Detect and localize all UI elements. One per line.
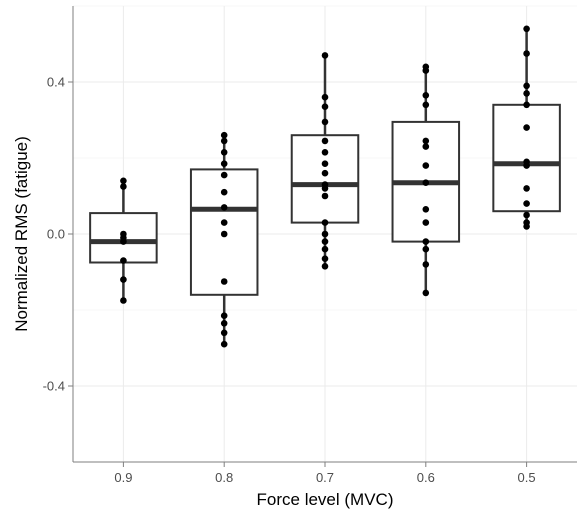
- x-axis-title: Force level (MVC): [257, 490, 394, 509]
- y-axis-title: Normalized RMS (fatigue): [12, 136, 31, 332]
- data-point: [220, 329, 228, 337]
- data-point: [321, 192, 329, 200]
- x-ticks: 0.9 0.8 0.7 0.6 0.5: [114, 462, 536, 485]
- data-point: [523, 25, 530, 33]
- data-point: [220, 312, 228, 320]
- y-tick-label: 0.0: [47, 227, 65, 242]
- box-iqr: [492, 103, 561, 213]
- data-point: [120, 297, 127, 304]
- data-point: [220, 188, 228, 196]
- data-point: [220, 131, 228, 139]
- data-point: [523, 50, 530, 57]
- data-point: [220, 171, 228, 179]
- data-point: [523, 162, 530, 169]
- data-point: [422, 67, 430, 74]
- data-point: [422, 289, 430, 297]
- y-tick-label: -0.4: [43, 379, 65, 394]
- data-point: [220, 160, 228, 167]
- data-point: [321, 185, 329, 192]
- data-point: [321, 103, 329, 110]
- data-point: [220, 137, 228, 145]
- box-iqr: [290, 134, 360, 224]
- data-point: [321, 263, 329, 270]
- data-point: [321, 137, 329, 145]
- data-point: [321, 169, 329, 177]
- x-tick-label: 0.9: [114, 470, 132, 485]
- data-point: [422, 137, 430, 145]
- data-point: [422, 261, 430, 268]
- data-point: [120, 257, 127, 264]
- data-point: [422, 219, 430, 226]
- data-point: [422, 206, 430, 213]
- data-point: [321, 245, 329, 253]
- data-point: [523, 200, 530, 207]
- x-tick-label: 0.8: [215, 470, 233, 485]
- data-point: [220, 204, 228, 211]
- data-point: [321, 219, 329, 226]
- y-tick-label: 0.4: [47, 75, 65, 90]
- y-ticks: -0.4 0.0 0.4: [43, 75, 73, 394]
- data-point: [220, 149, 228, 156]
- data-point: [321, 52, 329, 59]
- data-point: [120, 177, 127, 185]
- data-point: [321, 160, 329, 167]
- data-point: [120, 276, 127, 283]
- data-point: [220, 219, 228, 226]
- data-point: [321, 230, 329, 238]
- x-tick-label: 0.6: [417, 470, 435, 485]
- box-5: [492, 28, 561, 225]
- data-point: [220, 278, 228, 285]
- data-point: [321, 118, 329, 126]
- data-points: [120, 25, 530, 348]
- data-point: [523, 185, 530, 192]
- data-point: [422, 92, 430, 99]
- x-tick-label: 0.5: [518, 470, 536, 485]
- data-point: [422, 162, 430, 169]
- data-point: [523, 223, 530, 230]
- data-point: [523, 124, 530, 131]
- data-point: [523, 211, 530, 219]
- data-point: [523, 82, 530, 90]
- data-point: [523, 90, 530, 97]
- data-point: [120, 238, 127, 245]
- data-point: [321, 149, 329, 156]
- data-point: [422, 179, 430, 186]
- data-point: [220, 340, 228, 348]
- x-tick-label: 0.7: [316, 470, 334, 485]
- data-point: [120, 183, 127, 190]
- data-point: [422, 101, 430, 109]
- data-point: [321, 93, 329, 101]
- data-point: [321, 255, 329, 262]
- data-point: [321, 238, 329, 245]
- data-point: [422, 245, 430, 253]
- data-point: [523, 101, 530, 109]
- data-point: [220, 230, 228, 238]
- data-point: [422, 143, 430, 150]
- data-point: [422, 238, 430, 245]
- data-point: [220, 320, 228, 327]
